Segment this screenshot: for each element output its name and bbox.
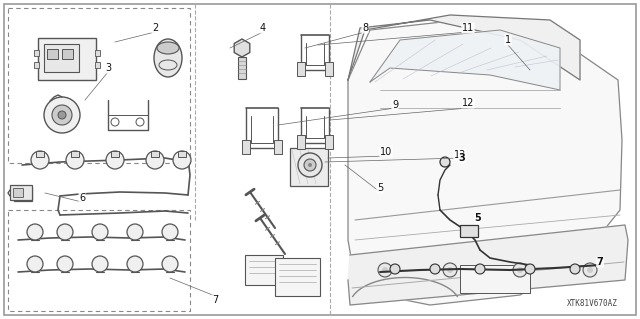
Circle shape	[440, 157, 450, 167]
Bar	[8, 210, 190, 311]
Bar	[34, 62, 39, 68]
Text: 5: 5	[475, 213, 481, 223]
Circle shape	[382, 267, 388, 273]
Bar	[36, 151, 44, 157]
Bar	[245, 255, 283, 285]
Circle shape	[27, 224, 43, 240]
Bar	[95, 62, 100, 68]
Polygon shape	[348, 15, 580, 80]
Bar	[10, 185, 32, 200]
Polygon shape	[348, 20, 622, 305]
Circle shape	[570, 264, 580, 274]
Circle shape	[44, 97, 80, 133]
Circle shape	[308, 163, 312, 167]
Text: 7: 7	[596, 257, 604, 267]
Circle shape	[378, 263, 392, 277]
Circle shape	[430, 264, 440, 274]
Bar	[151, 151, 159, 157]
Text: 3: 3	[105, 63, 111, 73]
Text: 3: 3	[459, 153, 465, 163]
Bar	[290, 148, 328, 186]
Circle shape	[304, 159, 316, 171]
Bar	[71, 151, 79, 157]
Text: 12: 12	[462, 98, 474, 108]
Text: 9: 9	[392, 100, 398, 110]
Bar	[460, 265, 530, 293]
Bar	[47, 49, 58, 59]
Circle shape	[57, 224, 73, 240]
Circle shape	[92, 224, 108, 240]
Bar	[325, 135, 333, 149]
Circle shape	[127, 256, 143, 272]
Circle shape	[58, 111, 66, 119]
Circle shape	[443, 263, 457, 277]
Circle shape	[146, 151, 164, 169]
Bar	[178, 151, 186, 157]
Circle shape	[525, 264, 535, 274]
Bar	[38, 38, 96, 80]
Circle shape	[106, 151, 124, 169]
Polygon shape	[348, 225, 628, 305]
Bar	[297, 135, 305, 149]
Text: XTK81V670AZ: XTK81V670AZ	[567, 299, 618, 308]
Text: 5: 5	[377, 183, 383, 193]
Text: 7: 7	[212, 295, 218, 305]
Text: 13: 13	[454, 150, 466, 160]
Circle shape	[27, 256, 43, 272]
Bar	[111, 151, 119, 157]
Circle shape	[447, 267, 453, 273]
Text: 6: 6	[79, 193, 85, 203]
Circle shape	[66, 151, 84, 169]
Bar	[95, 50, 100, 56]
Ellipse shape	[154, 39, 182, 77]
Circle shape	[162, 224, 178, 240]
Circle shape	[583, 263, 597, 277]
Circle shape	[517, 267, 523, 273]
Bar	[17, 190, 29, 198]
Circle shape	[57, 256, 73, 272]
Bar	[274, 140, 282, 154]
Circle shape	[475, 264, 485, 274]
Ellipse shape	[157, 42, 179, 54]
Bar	[14, 187, 32, 201]
Bar	[238, 57, 246, 79]
Bar	[325, 62, 333, 76]
Circle shape	[52, 105, 72, 125]
Text: 11: 11	[462, 23, 474, 33]
Bar	[44, 44, 79, 72]
Bar	[34, 50, 39, 56]
Circle shape	[31, 151, 49, 169]
Bar	[62, 49, 73, 59]
Bar	[297, 62, 305, 76]
Circle shape	[173, 151, 191, 169]
Bar	[275, 258, 320, 296]
Text: 1: 1	[505, 35, 511, 45]
Bar	[13, 188, 23, 197]
Text: 2: 2	[152, 23, 158, 33]
Circle shape	[92, 256, 108, 272]
Text: 8: 8	[362, 23, 368, 33]
Circle shape	[298, 153, 322, 177]
Text: 10: 10	[380, 147, 392, 157]
Bar	[242, 140, 250, 154]
Circle shape	[513, 263, 527, 277]
Text: 4: 4	[260, 23, 266, 33]
Circle shape	[127, 224, 143, 240]
Bar	[8, 8, 190, 163]
Bar	[460, 225, 478, 237]
Circle shape	[587, 267, 593, 273]
Polygon shape	[370, 30, 560, 90]
Circle shape	[162, 256, 178, 272]
Circle shape	[390, 264, 400, 274]
